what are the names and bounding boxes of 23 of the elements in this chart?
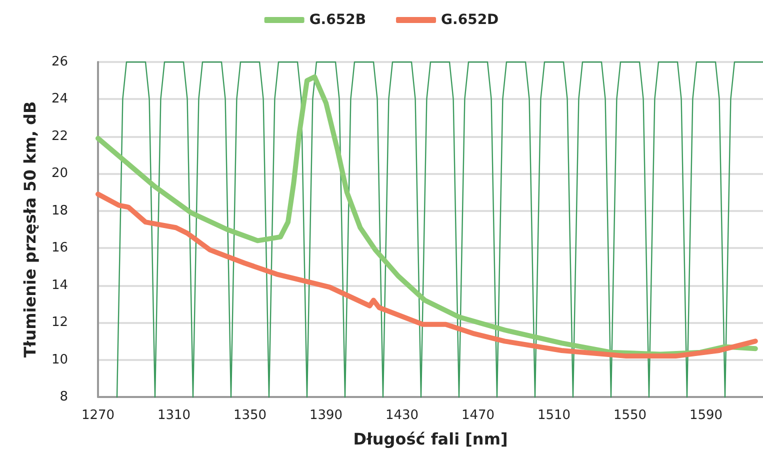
x-tick-label: 1310 <box>157 408 191 423</box>
x-tick-label: 1350 <box>233 408 267 423</box>
y-tick-label: 26 <box>51 54 68 70</box>
y-tick-label: 14 <box>51 278 68 293</box>
x-tick-label: 1590 <box>689 408 723 423</box>
y-tick-label: 12 <box>51 315 68 330</box>
x-axis-title: Długość fali [nm] <box>353 430 508 448</box>
y-axis-title: Tłumienie przęsła 50 km, dB <box>20 101 40 358</box>
x-tick-label: 1550 <box>613 408 647 423</box>
x-tick-label: 1430 <box>385 408 419 423</box>
y-tick-label: 22 <box>51 128 68 144</box>
y-tick-label: 10 <box>51 352 68 368</box>
legend-label: G.652D <box>441 12 499 28</box>
y-tick-label: 20 <box>51 166 68 182</box>
x-tick-label: 1510 <box>537 408 571 423</box>
y-tick-label: 18 <box>51 203 68 218</box>
y-tick-label: 24 <box>51 92 68 107</box>
legend-label: G.652B <box>309 12 366 28</box>
x-tick-label: 1470 <box>461 408 495 423</box>
x-tick-label: 1270 <box>81 408 115 423</box>
y-tick-label: 16 <box>51 240 68 256</box>
x-tick-label: 1390 <box>309 408 343 423</box>
y-tick-label: 8 <box>60 390 68 404</box>
